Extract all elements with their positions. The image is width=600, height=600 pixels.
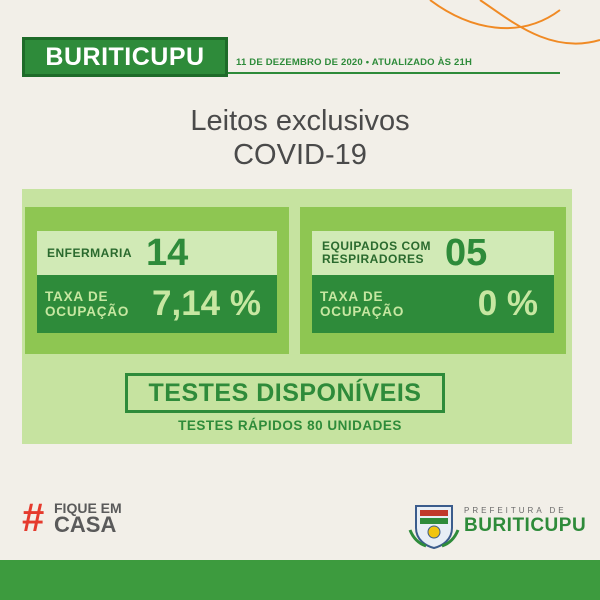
enfermaria-value: 14 — [146, 231, 189, 274]
title-line-2: COVID-19 — [233, 139, 367, 171]
hashtag-line-2: CASA — [54, 512, 117, 537]
city-name-tag: BURITICUPU — [22, 37, 228, 77]
respiradores-count-row: EQUIPADOS COM RESPIRADORES 05 — [312, 231, 554, 275]
enfermaria-rate-label: TAXA DE OCUPAÇÃO — [37, 289, 129, 319]
respiradores-rate-value: 0 % — [477, 284, 538, 323]
hashtag-line-1: FIQUE EM — [54, 500, 122, 516]
page-title: Leitos exclusivos COVID-19 — [0, 104, 600, 172]
rate-label-line-1: TAXA DE — [320, 289, 384, 304]
respiradores-label-line-2: RESPIRADORES — [322, 252, 425, 266]
rate-label-line-2: OCUPAÇÃO — [320, 304, 405, 319]
title-line-1: Leitos exclusivos — [190, 105, 410, 137]
respiradores-label-line-1: EQUIPADOS COM — [322, 239, 431, 253]
footer-bar — [0, 560, 600, 600]
hashtag-symbol: # — [22, 496, 45, 540]
date-underline — [228, 72, 560, 74]
logo-city-name: BURITICUPU — [464, 515, 587, 536]
respiradores-value: 05 — [444, 231, 488, 274]
respiradores-rate-label: TAXA DE OCUPAÇÃO — [312, 289, 404, 319]
logo-prefeitura-label: PREFEITURA DE — [464, 506, 567, 515]
tests-title: TESTES DISPONÍVEIS — [128, 376, 442, 410]
enfermaria-rate-value: 7,14 % — [152, 284, 261, 323]
rate-label-line-1: TAXA DE — [45, 289, 109, 304]
update-date: 11 DE DEZEMBRO DE 2020 • ATUALIZADO ÀS 2… — [236, 57, 473, 68]
hashtag-fique-em-casa: # FIQUE EM CASA — [22, 498, 142, 538]
decorative-orange-lines — [429, 0, 600, 45]
respiradores-label: EQUIPADOS COM RESPIRADORES — [312, 240, 431, 266]
enfermaria-label: ENFERMARIA — [47, 245, 132, 260]
enfermaria-count-row: ENFERMARIA 14 — [37, 231, 277, 275]
card-enfermaria: ENFERMARIA 14 TAXA DE OCUPAÇÃO 7,14 % — [25, 207, 289, 354]
card-respiradores: EQUIPADOS COM RESPIRADORES 05 TAXA DE OC… — [300, 207, 566, 354]
tests-subtitle: TESTES RÁPIDOS 80 UNIDADES — [178, 418, 402, 433]
municipal-seal-icon — [408, 505, 460, 550]
rate-label-line-2: OCUPAÇÃO — [45, 304, 130, 319]
enfermaria-rate-row: TAXA DE OCUPAÇÃO 7,14 % — [37, 275, 277, 333]
respiradores-rate-row: TAXA DE OCUPAÇÃO 0 % — [312, 275, 554, 333]
